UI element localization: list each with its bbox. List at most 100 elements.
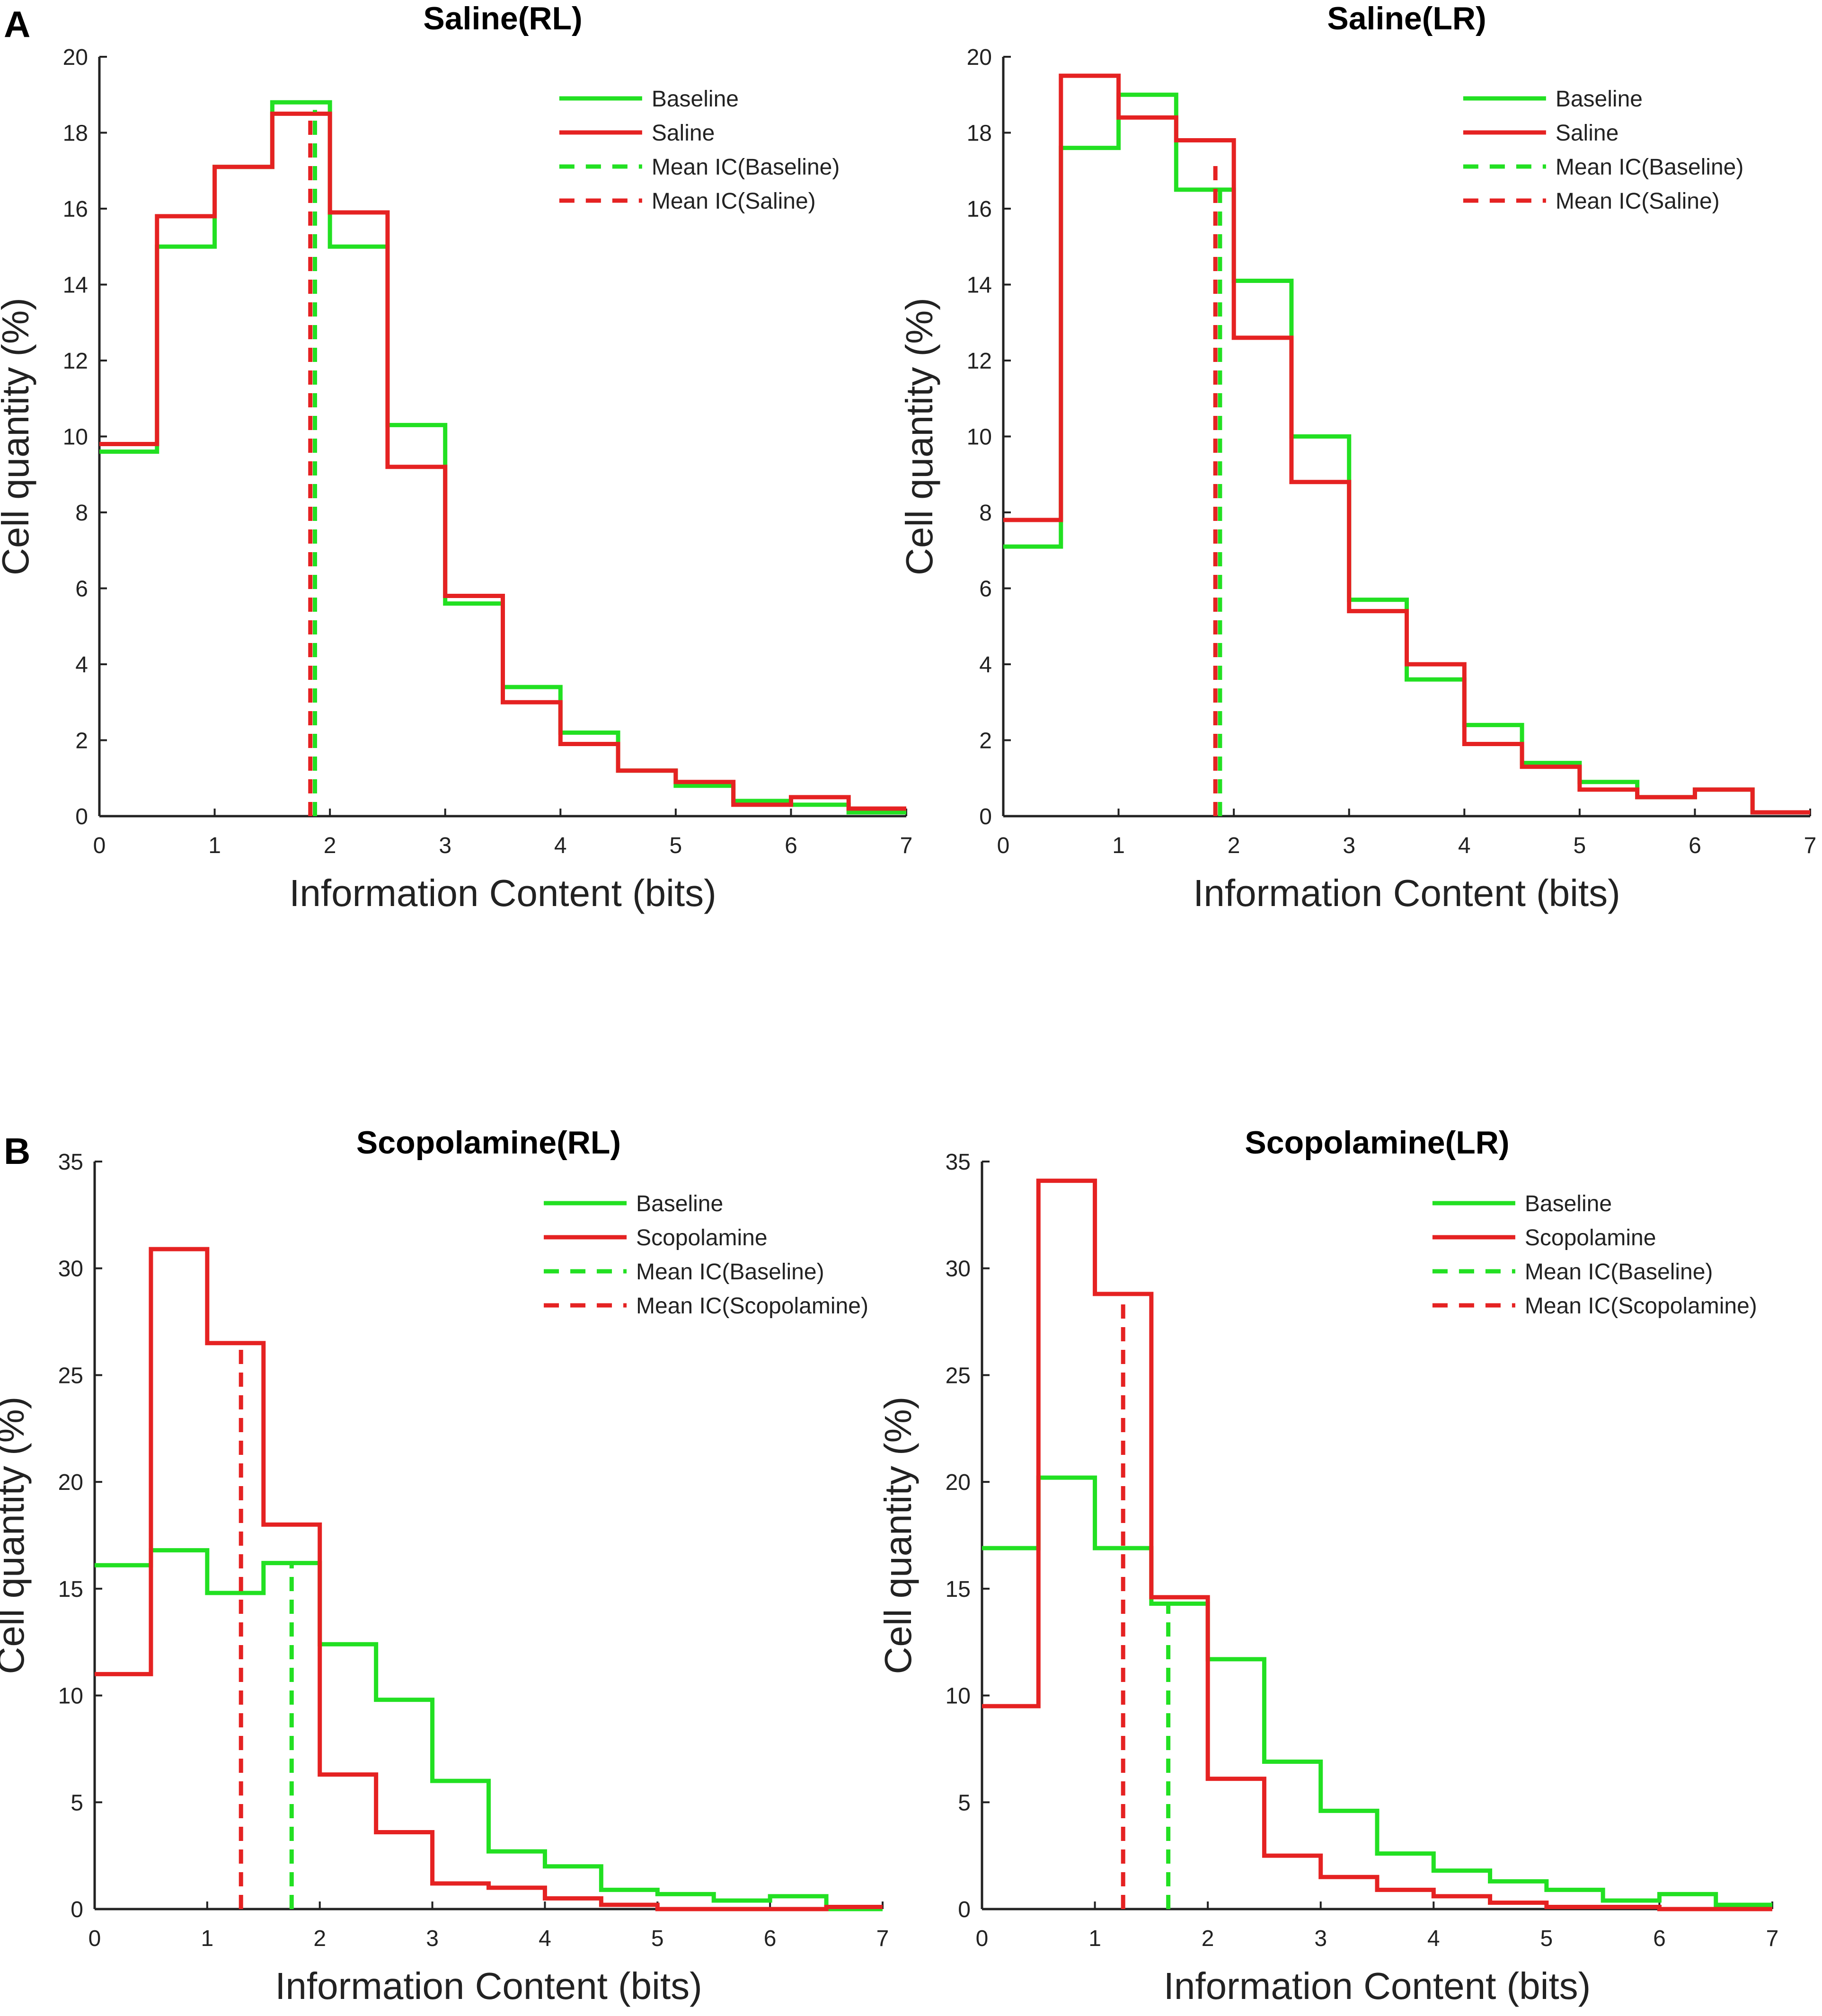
series-saline-line	[99, 111, 906, 811]
y-tick-label: 15	[946, 1577, 971, 1602]
y-tick-label: 8	[979, 501, 992, 526]
y-tick-label: 18	[63, 121, 88, 146]
x-tick-label: 1	[1088, 1926, 1101, 1951]
y-tick-label: 4	[979, 652, 992, 678]
chart-scopolamine-rl: Scopolamine(RL) 0 5 10 15 20 25 30 35 0 1 2 3 4 5 6 7 Inf…	[0, 1125, 889, 2007]
chart-title: Scopolamine(LR)	[1245, 1125, 1509, 1161]
chart-title: Saline(LR)	[1327, 0, 1486, 36]
x-tick-label: 4	[539, 1926, 551, 1951]
x-tick-label: 2	[1228, 833, 1240, 858]
y-tick-label: 12	[63, 349, 88, 374]
y-tick-label: 18	[967, 121, 992, 146]
y-axis-label: Cell quantity (%)	[0, 1397, 32, 1674]
y-tick-label: 16	[63, 197, 88, 222]
x-tick-label: 4	[1427, 1926, 1440, 1951]
x-tick-label: 3	[439, 833, 451, 858]
y-tick-label: 10	[967, 425, 992, 450]
y-tick-label: 30	[58, 1257, 83, 1282]
y-tick-label: 10	[63, 425, 88, 450]
y-tick-label: 2	[75, 729, 88, 754]
y-axis-label: Cell quantity (%)	[0, 298, 36, 575]
x-tick-label: 2	[1202, 1926, 1214, 1951]
y-tick-label: 0	[979, 804, 992, 829]
x-tick-label: 3	[1343, 833, 1355, 858]
legend-entry: Mean IC(Scopolamine)	[636, 1294, 868, 1319]
legend-entry: Baseline	[1556, 87, 1643, 112]
y-tick-label: 6	[75, 577, 88, 602]
x-tick-label: 7	[1766, 1926, 1779, 1951]
y-tick-label: 8	[75, 501, 88, 526]
y-tick-label: 20	[58, 1470, 83, 1495]
x-tick-label: 4	[1458, 833, 1471, 858]
y-tick-label: 6	[979, 577, 992, 602]
chart-title: Scopolamine(RL)	[356, 1125, 621, 1161]
legend-entry: Mean IC(Baseline)	[1556, 155, 1744, 180]
y-tick-label: 14	[63, 273, 88, 298]
legend-entry: Baseline	[1525, 1191, 1612, 1216]
x-tick-label: 1	[208, 833, 221, 858]
x-tick-label: 2	[324, 833, 336, 858]
x-tick-label: 7	[1804, 833, 1817, 858]
y-tick-label: 0	[958, 1897, 971, 1922]
y-tick-label: 2	[979, 729, 992, 754]
x-axis-label: Information Content (bits)	[275, 1965, 702, 2007]
y-tick-label: 35	[946, 1150, 971, 1175]
y-tick-label: 20	[63, 45, 88, 70]
y-axis-label: Cell quantity (%)	[877, 1397, 919, 1674]
x-tick-label: 0	[88, 1926, 101, 1951]
legend-entry: Mean IC(Baseline)	[1525, 1259, 1713, 1285]
x-tick-label: 5	[670, 833, 682, 858]
x-tick-label: 3	[426, 1926, 439, 1951]
legend-entry: Scopolamine	[636, 1225, 768, 1250]
panel-label-a: A	[4, 3, 30, 45]
legend-entry: Mean IC(Baseline)	[636, 1259, 824, 1285]
y-tick-label: 30	[946, 1257, 971, 1282]
y-tick-label: 5	[958, 1790, 971, 1815]
y-tick-label: 0	[75, 804, 88, 829]
legend-entry: Baseline	[652, 87, 739, 112]
y-tick-label: 25	[58, 1363, 83, 1388]
y-tick-label: 20	[967, 45, 992, 70]
x-tick-label: 5	[651, 1926, 664, 1951]
y-tick-label: 5	[71, 1790, 83, 1815]
y-tick-label: 16	[967, 197, 992, 222]
chart-title: Saline(RL)	[423, 0, 582, 36]
legend-entry: Mean IC(Scopolamine)	[1525, 1294, 1757, 1319]
series-scopolamine-line	[95, 1247, 883, 1911]
x-tick-label: 7	[876, 1926, 889, 1951]
y-tick-label: 12	[967, 349, 992, 374]
x-tick-label: 7	[900, 833, 913, 858]
legend-entry: Baseline	[636, 1191, 723, 1216]
x-tick-label: 6	[1689, 833, 1701, 858]
y-tick-label: 15	[58, 1577, 83, 1602]
series-baseline-line	[95, 1548, 883, 1911]
x-tick-label: 1	[201, 1926, 214, 1951]
legend-entry: Mean IC(Saline)	[652, 189, 816, 214]
panel-label-b: B	[4, 1130, 30, 1172]
x-axis-label: Information Content (bits)	[1193, 872, 1620, 914]
series-baseline-line	[982, 1475, 1772, 1907]
y-tick-label: 25	[946, 1363, 971, 1388]
x-tick-label: 5	[1574, 833, 1586, 858]
x-tick-label: 2	[313, 1926, 326, 1951]
x-tick-label: 5	[1540, 1926, 1553, 1951]
x-tick-label: 4	[554, 833, 567, 858]
x-tick-label: 0	[93, 833, 106, 858]
legend-entry: Mean IC(Baseline)	[652, 155, 840, 180]
chart-scopolamine-lr: Scopolamine(LR) 0 5 10 15 20 25 30 35 0 1 2 3 4 5 6 7 Inf…	[877, 1125, 1778, 2007]
x-axis-label: Information Content (bits)	[289, 872, 716, 914]
x-tick-label: 6	[764, 1926, 777, 1951]
x-tick-label: 6	[1653, 1926, 1666, 1951]
y-tick-label: 14	[967, 273, 992, 298]
legend-entry: Scopolamine	[1525, 1225, 1656, 1250]
legend-entry: Saline	[652, 121, 715, 146]
y-tick-label: 10	[58, 1684, 83, 1709]
y-tick-label: 20	[946, 1470, 971, 1495]
x-tick-label: 1	[1112, 833, 1125, 858]
x-tick-label: 0	[997, 833, 1010, 858]
y-tick-label: 10	[946, 1684, 971, 1709]
x-tick-label: 3	[1314, 1926, 1327, 1951]
